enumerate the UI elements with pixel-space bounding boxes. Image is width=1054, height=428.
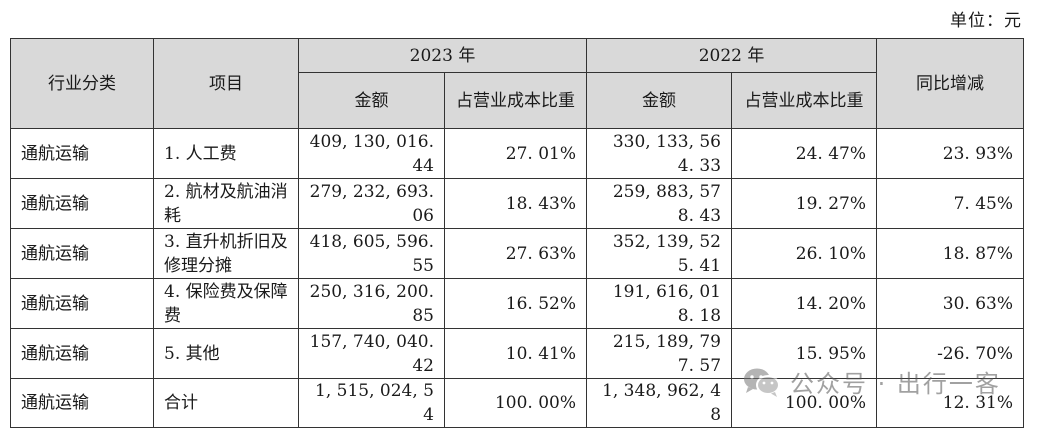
header-row-metrics: 金额 占营业成本比重 金额 占营业成本比重 (11, 72, 1024, 129)
cell-item: 1. 人工费 (153, 128, 299, 179)
table-row: 通航运输 3. 直升机折旧及修理分摊 418, 605, 596. 55 27.… (10, 228, 1025, 279)
cell-ratio-2023: 100. 00% (443, 378, 588, 428)
cell-yoy: 23. 93% (876, 128, 1025, 179)
header-ratio-2023: 占营业成本比重 (443, 72, 588, 129)
cell-amount-2022: 352, 139, 525. 41 (586, 228, 733, 279)
cell-amount-2023: 279, 232, 693. 06 (298, 178, 445, 229)
cell-ratio-2022: 24. 47% (731, 128, 878, 179)
cell-item: 3. 直升机折旧及修理分摊 (153, 228, 299, 279)
cell-item: 5. 其他 (153, 328, 299, 379)
header-year-2022: 2022 年 (586, 38, 878, 73)
cell-ratio-2023: 27. 01% (443, 128, 588, 179)
cell-ratio-2022: 19. 27% (731, 178, 878, 229)
cell-industry: 通航运输 (10, 128, 154, 179)
wechat-icon (742, 366, 782, 398)
cell-yoy: 18. 87% (876, 228, 1025, 279)
cell-industry: 通航运输 (10, 378, 154, 428)
cell-amount-2022: 259, 883, 578. 43 (586, 178, 733, 229)
cell-yoy: 30. 63% (876, 278, 1025, 329)
table-row: 通航运输 4. 保险费及保障费 250, 316, 200. 85 16. 52… (10, 278, 1025, 329)
table-row-total: 通航运输 合计 1, 515, 024, 54 100. 00% 1, 348,… (10, 378, 1025, 428)
cell-item: 4. 保险费及保障费 (153, 278, 299, 329)
cell-amount-2022: 191, 616, 018. 18 (586, 278, 733, 329)
header-year-2023: 2023 年 (297, 38, 588, 73)
cell-ratio-2023: 16. 52% (443, 278, 588, 329)
cost-composition-table: 行业分类 项目 2023 年 2022 年 同比增减 金额 占营业成本比重 金额… (10, 38, 1025, 428)
cell-ratio-2022: 26. 10% (731, 228, 878, 279)
cell-yoy: 12. 31% (876, 378, 1025, 428)
cell-ratio-2023: 18. 43% (443, 178, 588, 229)
cell-ratio-2023: 10. 41% (443, 328, 588, 379)
header-row-years: 行业分类 项目 2023 年 2022 年 同比增减 (10, 38, 1025, 129)
cell-amount-2023: 157, 740, 040. 42 (298, 328, 445, 379)
cell-item: 合计 (153, 378, 299, 428)
cell-industry: 通航运输 (10, 278, 154, 329)
header-item: 项目 (153, 38, 299, 129)
cell-yoy: -26. 70% (876, 328, 1025, 379)
cell-yoy: 7. 45% (876, 178, 1025, 229)
header-industry: 行业分类 (10, 38, 154, 129)
cell-amount-2022: 330, 133, 564. 33 (586, 128, 733, 179)
cell-ratio-2022: 15. 95% (731, 328, 878, 379)
cell-industry: 通航运输 (10, 178, 154, 229)
watermark: 公众号 · 出行一客 (742, 364, 1001, 399)
header-amount-2023: 金额 (298, 72, 445, 129)
cell-industry: 通航运输 (10, 228, 154, 279)
cell-amount-2023: 1, 515, 024, 54 (298, 378, 445, 428)
cell-amount-2022: 1, 348, 962, 48 (586, 378, 733, 428)
table-row: 通航运输 5. 其他 157, 740, 040. 42 10. 41% 215… (10, 328, 1025, 379)
cell-amount-2023: 418, 605, 596. 55 (298, 228, 445, 279)
cell-amount-2022: 215, 189, 797. 57 (586, 328, 733, 379)
cell-amount-2023: 409, 130, 016. 44 (298, 128, 445, 179)
cell-item: 2. 航材及航油消耗 (153, 178, 299, 229)
cell-ratio-2022: 14. 20% (731, 278, 878, 329)
cell-industry: 通航运输 (10, 328, 154, 379)
unit-label: 单位：元 (950, 11, 1022, 31)
header-yoy: 同比增减 (876, 38, 1025, 129)
watermark-text: 公众号 · 出行一客 (790, 370, 1001, 398)
cell-amount-2023: 250, 316, 200. 85 (298, 278, 445, 329)
table-row: 通航运输 2. 航材及航油消耗 279, 232, 693. 06 18. 43… (10, 178, 1025, 229)
header-amount-2022: 金额 (586, 72, 733, 129)
header-ratio-2022: 占营业成本比重 (731, 72, 878, 129)
table-row: 通航运输 1. 人工费 409, 130, 016. 44 27. 01% 33… (10, 128, 1025, 179)
cell-ratio-2023: 27. 63% (443, 228, 588, 279)
